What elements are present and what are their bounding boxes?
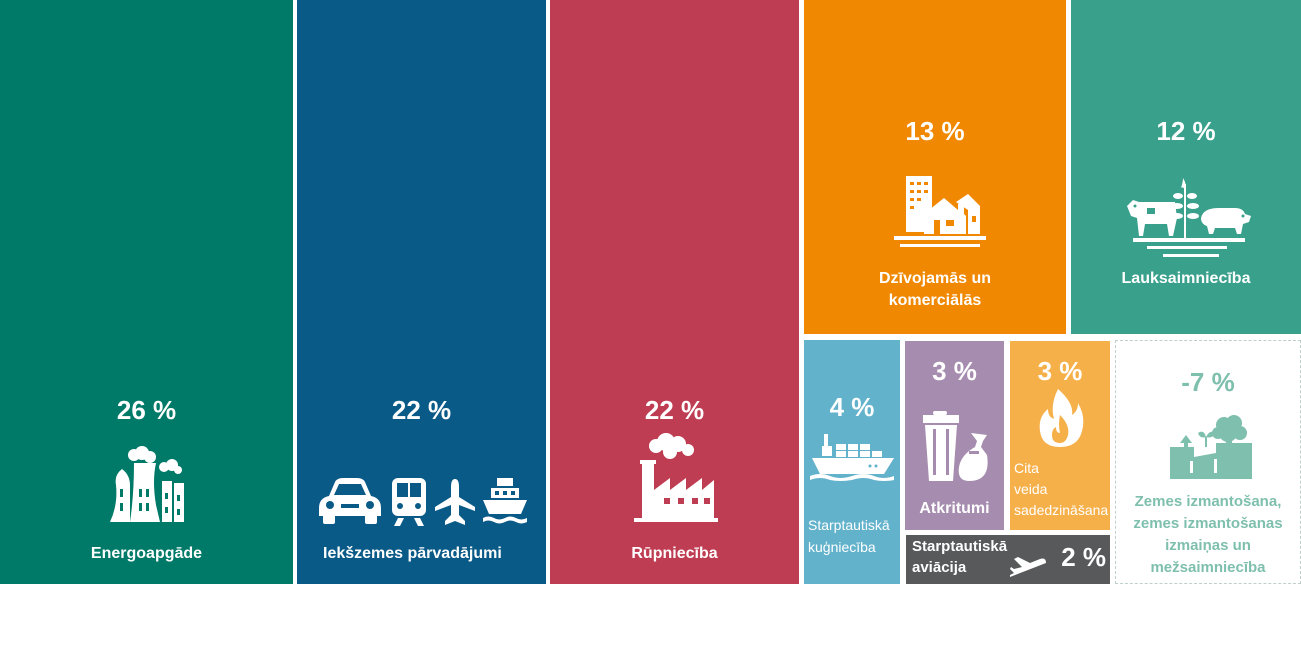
value-label: 22 % [391, 395, 452, 425]
value-label: 13 % [905, 116, 965, 146]
category-label-line: Starptautiskā [808, 517, 890, 533]
tile-residential-commercial: 13 % Dzīvojamās un komerciālās [804, 0, 1066, 334]
cow-wheat-pig-icon [1127, 178, 1251, 262]
value-label: -7 % [1181, 367, 1235, 397]
category-label-line: veida [1014, 481, 1048, 497]
tile-international-shipping: 4 % Starptautiskā kuģniecība [804, 340, 900, 584]
category-label: Dzīvojamās un komerciālās [804, 268, 1066, 312]
tile-domestic-transport: 22 % Iekšzemes pārvadājumi [297, 0, 546, 584]
category-label-line: Starptautiskā [912, 538, 1008, 555]
tile-industry: 22 % Rūpniecība [550, 0, 799, 584]
value-label: 12 % [1156, 116, 1216, 146]
buildings-house-icon [894, 176, 986, 248]
category-label: Atkritumi [919, 500, 990, 517]
tile-agriculture: 12 % Lauksaimniecība [1071, 0, 1301, 334]
category-label-line: mežsaimniecība [1150, 559, 1266, 576]
category-label-line: izmaiņas un [1165, 537, 1251, 554]
car-icon [319, 478, 381, 526]
ship-icon [483, 478, 527, 526]
airplane-icon [435, 479, 475, 525]
factory-icon [634, 432, 718, 522]
category-label: Lauksaimniecība [1121, 270, 1251, 287]
category-label: Starptautiskā kuģniecība [808, 514, 900, 558]
category-label: Zemes izmantošana, zemes izmantošanas iz… [1116, 491, 1300, 579]
value-label: 26 % [116, 395, 177, 425]
tile-international-aviation: Starptautiskā aviācija 2 % [906, 535, 1110, 584]
land-tree-icon [1170, 413, 1252, 479]
category-label-line: kuģniecība [808, 539, 876, 555]
tile-other-combustion: 3 % Cita veida sadedzināšana [1010, 341, 1110, 530]
category-label-line: Dzīvojamās un [878, 270, 992, 287]
category-label: Cita veida sadedzināšana [1014, 458, 1110, 521]
category-label-line: aviācija [912, 559, 967, 576]
trash-can-icon [921, 411, 991, 483]
value-label: 3 % [1037, 356, 1083, 386]
cargo-ship-icon [810, 428, 894, 482]
category-label-line: Cita [1014, 460, 1039, 476]
tile-waste: 3 % Atkritumi [905, 341, 1004, 530]
category-label-line: zemes izmantošanas [1133, 515, 1283, 532]
category-label: Starptautiskā aviācija [912, 536, 1110, 578]
tile-land-use-forestry: -7 % Zemes izmantošana, zemes izmantošan… [1115, 340, 1301, 584]
value-label: 22 % [644, 395, 705, 425]
category-label-line: komerciālās [888, 292, 982, 309]
category-label: Iekšzemes pārvadājumi [323, 545, 502, 562]
value-label: 2 % [1061, 542, 1106, 572]
category-label-line: sadedzināšana [1014, 502, 1109, 518]
tile-energy-supply: 26 % Energoapgāde [0, 0, 293, 584]
category-label: Rūpniecība [631, 545, 718, 562]
plane-icon [1010, 555, 1046, 579]
train-icon [390, 478, 428, 526]
value-label: 4 % [829, 392, 875, 422]
value-label: 3 % [932, 356, 977, 386]
category-label-line: Zemes izmantošana, [1134, 493, 1282, 510]
flame-icon [1038, 389, 1084, 447]
power-plant-icon [108, 445, 188, 523]
category-label: Energoapgāde [90, 545, 203, 562]
